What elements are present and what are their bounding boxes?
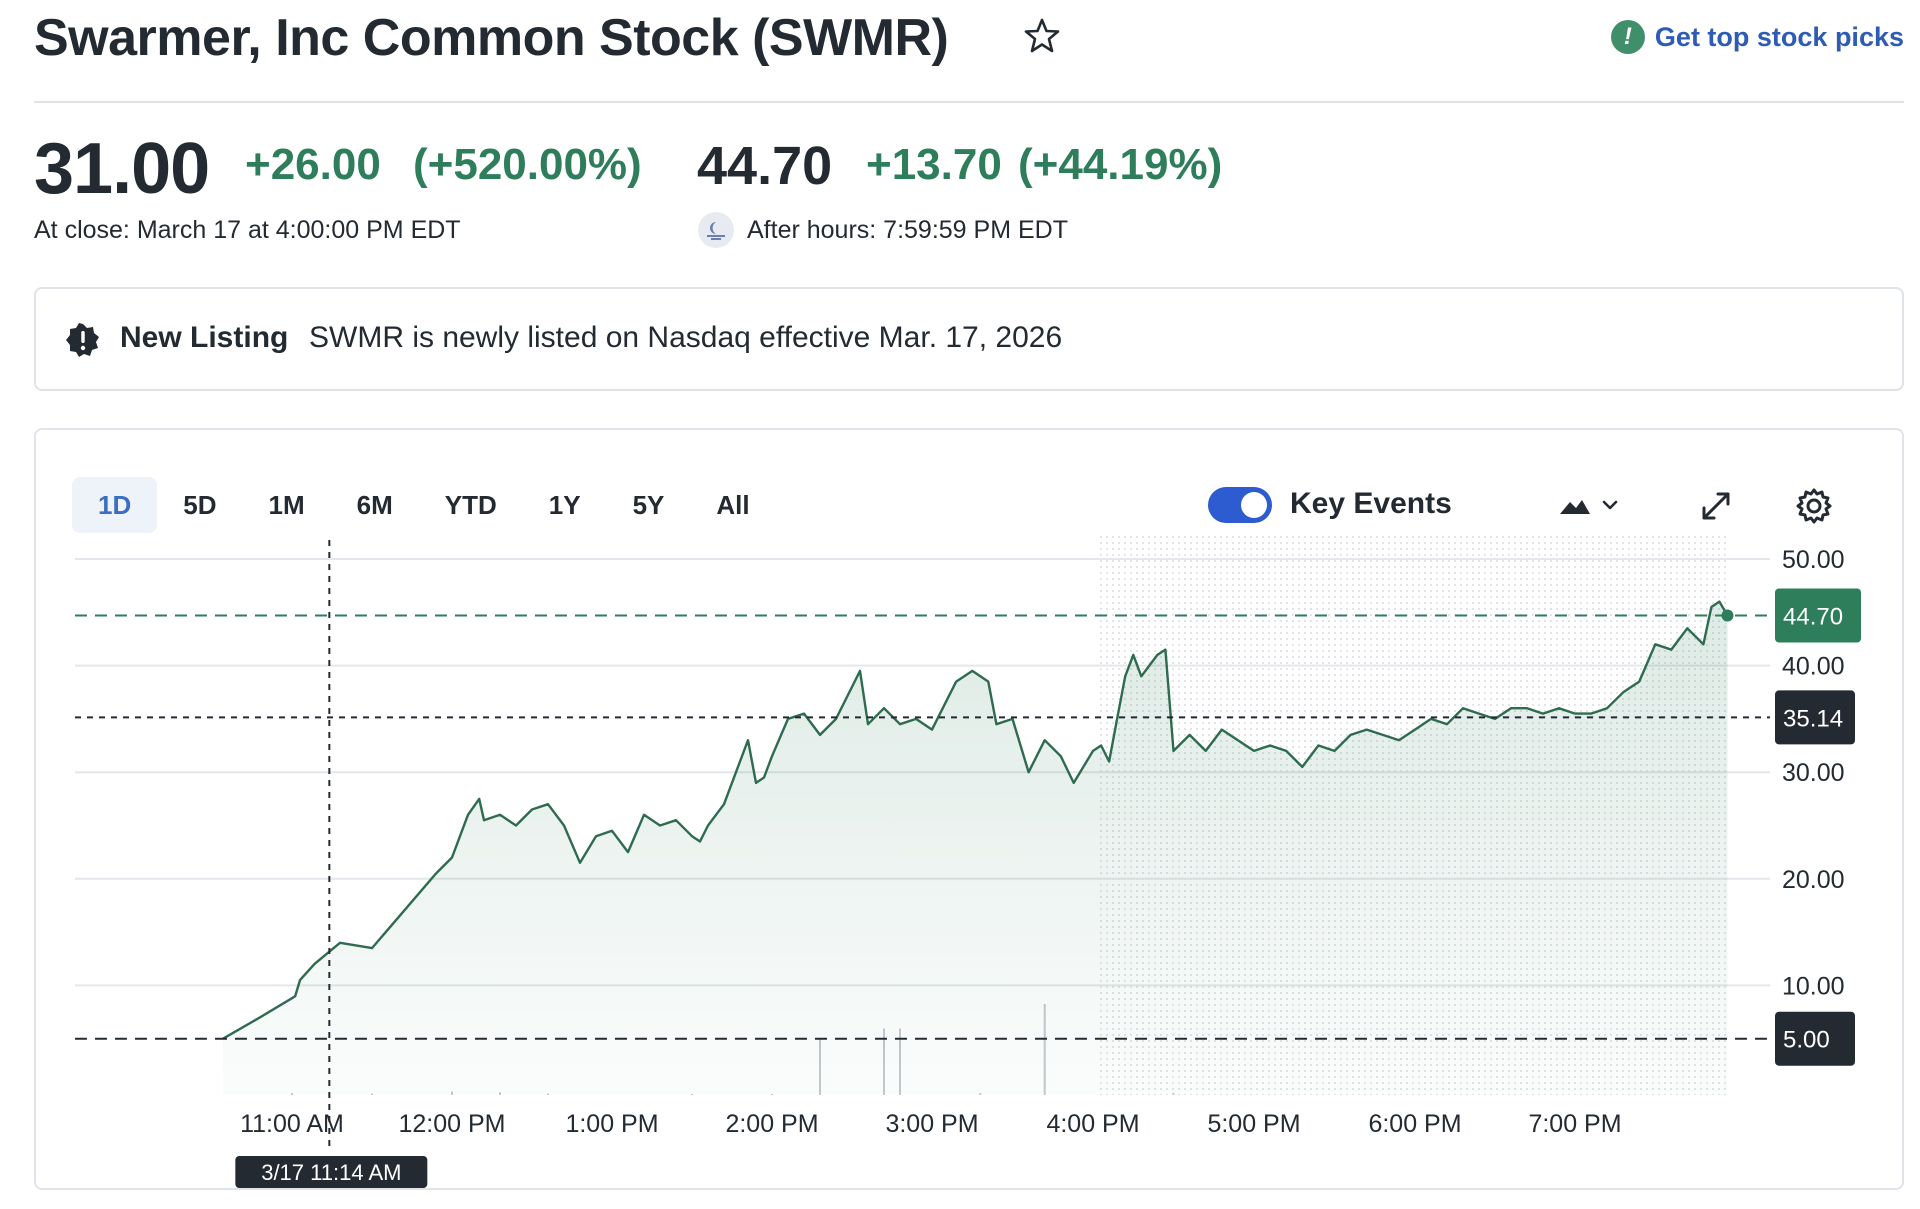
range-5d[interactable]: 5D — [183, 489, 217, 520]
y-tick-label: 50.00 — [1782, 546, 1845, 574]
after-hours-time-label: After hours: 7:59:59 PM EDT — [747, 216, 1068, 244]
x-tick-label: 4:00 PM — [1046, 1110, 1139, 1138]
key-events-toggle[interactable] — [1208, 487, 1272, 523]
price-tag — [1775, 690, 1855, 745]
moon-icon — [698, 212, 734, 248]
after-hours-change-pct: (+44.19%) — [1018, 140, 1223, 189]
y-tick-label: 30.00 — [1782, 759, 1845, 787]
price-tag — [1775, 588, 1861, 643]
crosshair-time-label: 3/17 11:14 AM — [261, 1160, 401, 1185]
range-6m[interactable]: 6M — [356, 489, 393, 520]
x-tick-label: 1:00 PM — [565, 1110, 658, 1138]
range-1d[interactable]: 1D — [72, 477, 158, 533]
exclamation-badge-icon: ! — [1610, 20, 1645, 54]
close-change: +26.00 — [245, 140, 381, 189]
price-area — [223, 601, 1728, 1095]
new-listing-notice: New Listing SWMR is newly listed on Nasd… — [34, 287, 1904, 391]
x-tick-label: 3:00 PM — [885, 1110, 978, 1138]
x-tick-label: 2:00 PM — [725, 1110, 818, 1138]
gear-icon — [1796, 488, 1832, 524]
range-1m[interactable]: 1M — [268, 489, 305, 520]
star-icon[interactable] — [1022, 16, 1062, 56]
top-stock-picks-label: Get top stock picks — [1654, 21, 1904, 52]
x-tick-label: 11:00 AM — [240, 1110, 344, 1138]
price-tag-label: 5.00 — [1783, 1027, 1830, 1054]
chart-settings-button[interactable] — [1794, 486, 1834, 526]
price-line — [222, 600, 1729, 1040]
range-ytd[interactable]: YTD — [444, 489, 497, 520]
chart-card — [34, 428, 1904, 1190]
x-tick-label: 6:00 PM — [1368, 1110, 1461, 1138]
price-tag-label: 35.14 — [1783, 705, 1843, 732]
y-tick-label: 10.00 — [1782, 972, 1845, 1000]
price-tag-label: 44.70 — [1783, 603, 1843, 630]
y-tick-label: 20.00 — [1782, 866, 1845, 894]
range-selector: 1D 5D 1M 6M YTD 1Y 5Y All — [72, 477, 776, 533]
top-stock-picks-link[interactable]: ! Get top stock picks — [1610, 20, 1904, 54]
header-divider — [34, 101, 1904, 103]
y-tick-label: 40.00 — [1782, 653, 1845, 681]
chart-type-dropdown[interactable] — [1556, 486, 1620, 526]
close-time-label: At close: March 17 at 4:00:00 PM EDT — [34, 216, 461, 244]
expand-button[interactable] — [1696, 486, 1736, 526]
notice-label: New Listing — [120, 321, 289, 354]
key-events-label: Key Events — [1290, 487, 1452, 520]
chevron-down-icon — [1602, 500, 1618, 510]
price-tag — [1775, 1011, 1855, 1066]
alert-badge-icon — [66, 323, 100, 362]
expand-icon — [1702, 492, 1730, 520]
close-change-pct: (+520.00%) — [413, 140, 642, 189]
after-hours-change: +13.70 — [866, 140, 1002, 189]
x-tick-label: 12:00 PM — [398, 1110, 505, 1138]
mountain-chart-icon — [1560, 500, 1618, 514]
range-5y[interactable]: 5Y — [632, 489, 665, 520]
notice-text: SWMR is newly listed on Nasdaq effective… — [309, 321, 1063, 354]
page-title: Swarmer, Inc Common Stock (SWMR) — [34, 9, 949, 67]
crosshair-time-tag — [235, 1156, 428, 1188]
last-price-dot — [1721, 609, 1734, 622]
range-all[interactable]: All — [716, 489, 750, 520]
x-tick-label: 7:00 PM — [1528, 1110, 1621, 1138]
close-price: 31.00 — [34, 129, 210, 209]
range-1y[interactable]: 1Y — [548, 489, 581, 520]
x-tick-label: 5:00 PM — [1207, 1110, 1300, 1138]
after-hours-price: 44.70 — [697, 136, 833, 196]
